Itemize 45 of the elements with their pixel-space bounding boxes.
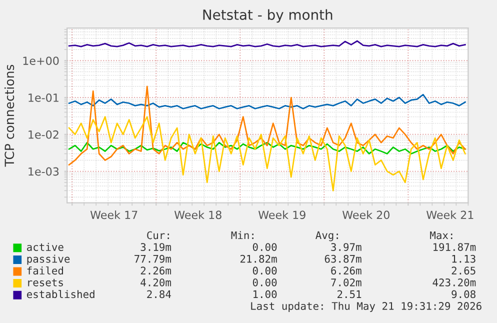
text: 3.19m	[140, 243, 171, 251]
x-tick-label: Week 20	[342, 210, 390, 220]
text: 7.02m	[331, 278, 362, 286]
legend-label: established	[26, 290, 94, 298]
text: 63.87m	[324, 254, 362, 263]
text: 191.87m	[433, 243, 476, 251]
text: 2.84	[147, 290, 171, 298]
text: Avg:	[316, 231, 338, 242]
y-tick-label: 1e-01	[28, 93, 58, 102]
text: 77.79m	[134, 254, 171, 263]
x-tick-label: Week 21	[426, 210, 474, 220]
text: 4.20m	[140, 278, 171, 286]
line-series	[68, 116, 466, 192]
text: 9.08	[452, 290, 476, 298]
legend-label: resets	[28, 278, 63, 286]
text: 2.51	[338, 290, 362, 298]
text: 0.00	[252, 266, 277, 275]
y-tick-label: 1e-02	[28, 130, 58, 139]
y-tick-label: 1e+00	[23, 56, 59, 65]
line-series	[68, 142, 466, 154]
text: Min:	[231, 231, 254, 240]
text: Max:	[430, 231, 452, 240]
text: 3.97m	[331, 243, 362, 251]
legend-label: passive	[27, 254, 70, 265]
line-series	[68, 86, 466, 166]
text: 0.00	[252, 278, 277, 286]
x-tick-label: Week 18	[174, 210, 222, 220]
x-tick-label: Week 17	[90, 210, 138, 220]
text: 21.82m	[240, 254, 277, 263]
text: 423.20m	[432, 278, 476, 286]
legend-label: failed	[27, 266, 63, 275]
legend-label: active	[27, 242, 64, 251]
text: Cur:	[147, 231, 169, 240]
text: 1.00	[253, 290, 277, 298]
text: 1.13	[452, 254, 476, 263]
y-axis-title: TCP connections	[4, 64, 14, 167]
text: 6.26m	[331, 266, 362, 275]
text: 0.00	[252, 243, 277, 251]
text: 2.26m	[140, 266, 171, 275]
text: Last update: Thu May 21 19:31:29 2026	[251, 302, 482, 312]
x-tick-label: Week 19	[258, 210, 306, 220]
line-series	[68, 94, 466, 110]
text: 2.65	[452, 266, 476, 275]
y-tick-label: 1e-03	[28, 167, 59, 176]
chart-title: Netstat - by month	[203, 9, 332, 23]
